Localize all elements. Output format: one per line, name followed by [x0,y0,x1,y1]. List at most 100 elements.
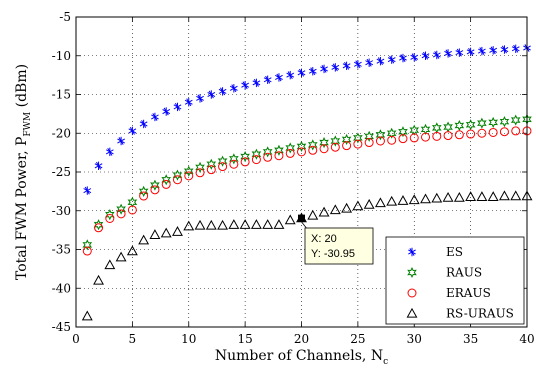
data-point [82,239,93,251]
data-point [274,144,284,156]
data-tip-x: X: 20 [311,233,337,245]
data-point [376,56,385,66]
data-point [195,161,205,173]
data-point [206,158,217,170]
data-point [162,107,171,116]
data-point [466,47,475,57]
y-tick-label: -35 [52,243,71,257]
data-point [341,133,352,146]
data-point [194,219,206,230]
data-point [81,310,93,321]
data-point [341,202,353,213]
data-point [240,150,250,163]
legend-marker [407,266,417,279]
data-point [93,274,104,285]
data-point [307,139,318,151]
legend-marker [407,288,417,298]
data-point [477,128,487,138]
data-point [139,191,149,201]
data-point [432,131,442,141]
data-point [455,48,464,57]
data-point [466,129,476,139]
data-point [342,61,351,71]
data-point [275,73,283,82]
data-point [421,132,431,142]
data-point [251,148,262,160]
data-point [500,45,509,54]
data-point [206,165,216,175]
legend-label: RS-URAUS [446,307,514,321]
y-tick-label: -5 [59,10,71,24]
y-tick-label: -15 [52,88,71,102]
data-point [128,126,137,136]
data-point [138,234,150,245]
x-tick-label: 5 [129,332,137,346]
data-point [421,51,430,60]
data-point [150,185,160,195]
x-tick-label: 20 [294,332,309,346]
data-point [262,219,274,229]
data-point [172,175,182,185]
data-point [352,200,364,211]
data-point [453,191,465,202]
data-tip-box [304,227,374,265]
x-tick-label: 0 [72,332,80,346]
data-point [319,144,329,154]
data-point [331,63,340,72]
data-point [353,132,363,144]
data-point [286,70,295,80]
data-tip[interactable]: X: 20 Y: -30.95 [298,214,374,265]
data-point [487,191,499,201]
data-point [196,94,204,103]
data-point [308,145,318,155]
data-point [297,68,306,77]
data-point [94,161,103,170]
y-tick-label: -40 [52,281,71,295]
legend-label: ERAUS [446,286,491,300]
data-point [477,117,487,129]
data-point [239,219,251,229]
x-tick-label: 30 [407,332,422,346]
data-point [83,186,92,195]
data-point [511,44,520,53]
data-point [365,58,374,67]
data-point [342,141,352,151]
data-point [398,134,408,144]
data-point [443,131,453,141]
plot-frame [75,16,528,328]
data-point [387,135,397,145]
data-point [229,153,239,165]
data-point [251,155,261,165]
data-point [320,64,328,74]
x-tick-label: 40 [519,332,534,346]
data-point [250,219,262,229]
legend-item-raus: RAUS [407,266,482,280]
y-tick-label: -45 [52,320,71,334]
series-raus [82,113,532,251]
data-point [408,194,420,205]
data-point [488,116,498,128]
x-tick-label: 35 [463,332,478,346]
data-point [184,171,194,181]
data-tip-y: Y: -30.95 [311,248,355,260]
legend-label: ES [446,245,463,259]
data-point [218,87,227,96]
data-point [252,78,261,88]
data-point [117,136,125,146]
data-point [183,220,195,231]
series-eraus [82,126,532,256]
data-point [432,50,441,60]
data-point [93,219,104,231]
data-point [82,246,92,256]
data-point [375,136,385,146]
data-tip-marker[interactable] [298,214,305,222]
data-point [363,198,375,209]
data-point [217,219,229,230]
data-point [126,245,138,256]
data-point [478,46,486,56]
data-point [105,147,114,157]
x-tick-label: 15 [237,332,252,346]
data-point [273,219,285,229]
data-point [489,46,498,55]
